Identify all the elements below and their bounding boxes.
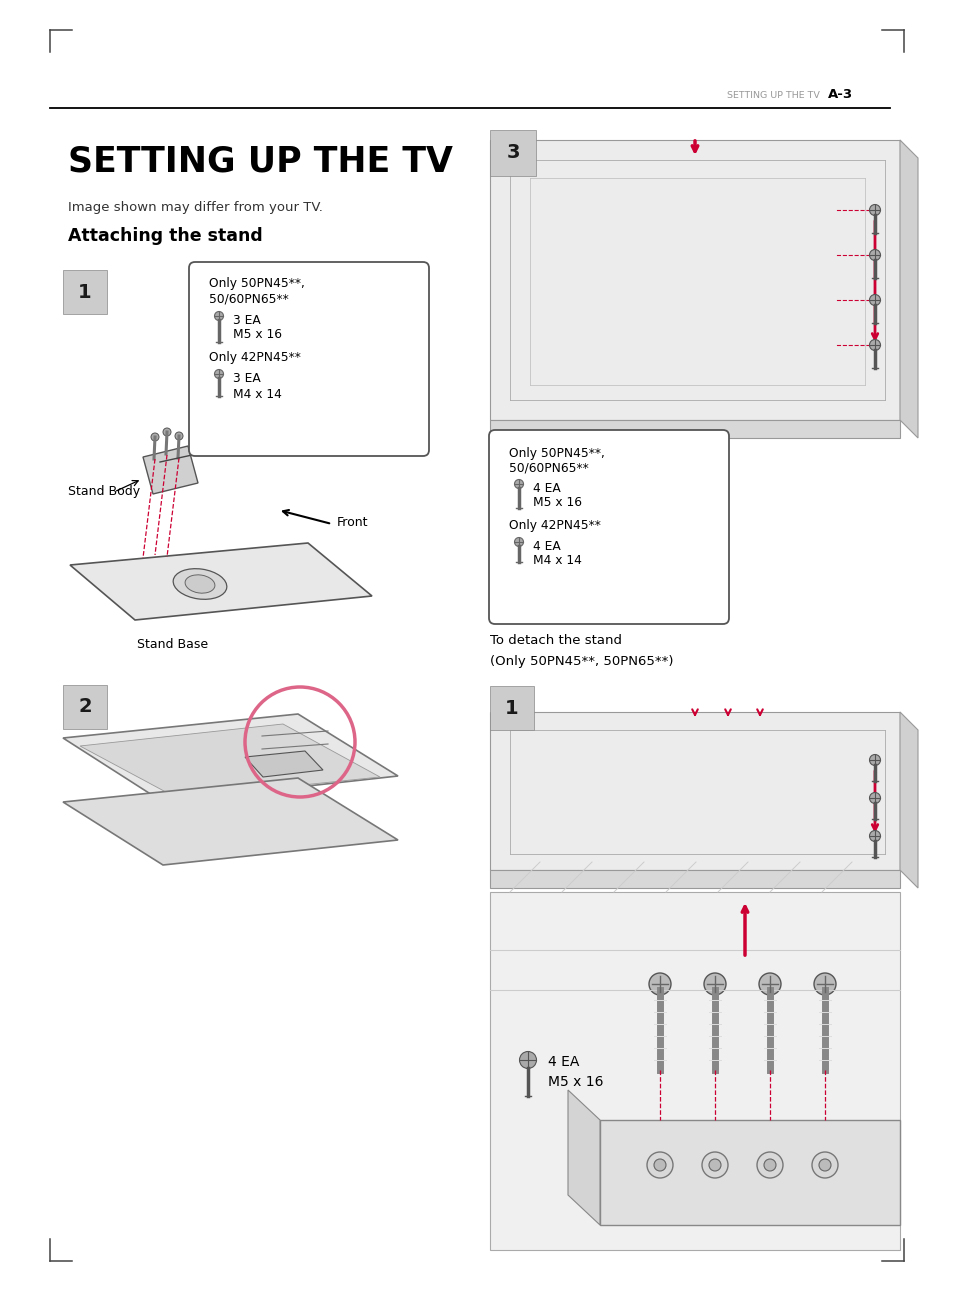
Text: SETTING UP THE TV: SETTING UP THE TV: [726, 90, 820, 99]
Circle shape: [868, 204, 880, 216]
Circle shape: [514, 537, 523, 546]
Polygon shape: [490, 420, 899, 438]
Polygon shape: [490, 139, 899, 420]
Circle shape: [763, 1159, 775, 1171]
Text: 50/60PN65**: 50/60PN65**: [509, 461, 588, 475]
Polygon shape: [490, 870, 899, 888]
Polygon shape: [899, 139, 917, 438]
Text: Front: Front: [336, 515, 368, 528]
Polygon shape: [245, 751, 323, 777]
Text: To detach the stand: To detach the stand: [490, 634, 621, 647]
Circle shape: [514, 479, 523, 488]
Circle shape: [163, 429, 171, 436]
Text: (Only 50PN45**, 50PN65**): (Only 50PN45**, 50PN65**): [490, 656, 673, 669]
Circle shape: [868, 294, 880, 306]
Polygon shape: [70, 544, 372, 620]
Text: Only 42PN45**: Only 42PN45**: [509, 519, 600, 532]
Circle shape: [519, 1051, 536, 1069]
Circle shape: [708, 1159, 720, 1171]
Text: 3 EA: 3 EA: [233, 373, 260, 386]
Polygon shape: [63, 714, 397, 802]
FancyBboxPatch shape: [189, 262, 429, 456]
Circle shape: [757, 1152, 782, 1177]
Circle shape: [648, 973, 670, 995]
Text: 3: 3: [506, 143, 519, 163]
Polygon shape: [80, 724, 379, 798]
Text: 50/60PN65**: 50/60PN65**: [209, 293, 289, 306]
Circle shape: [646, 1152, 672, 1177]
FancyBboxPatch shape: [489, 430, 728, 624]
Circle shape: [868, 340, 880, 350]
Text: 3 EA: 3 EA: [233, 314, 260, 327]
Circle shape: [174, 432, 183, 440]
Circle shape: [818, 1159, 830, 1171]
Polygon shape: [490, 892, 899, 1250]
Text: 1: 1: [78, 283, 91, 302]
Ellipse shape: [185, 574, 214, 593]
FancyBboxPatch shape: [63, 686, 107, 729]
Circle shape: [214, 311, 223, 320]
Circle shape: [868, 249, 880, 261]
Polygon shape: [567, 1090, 599, 1225]
Text: Only 42PN45**: Only 42PN45**: [209, 351, 300, 364]
Text: Image shown may differ from your TV.: Image shown may differ from your TV.: [68, 201, 322, 214]
Text: Only 50PN45**,: Only 50PN45**,: [209, 278, 305, 290]
Circle shape: [813, 973, 835, 995]
Polygon shape: [143, 445, 198, 494]
Circle shape: [868, 793, 880, 803]
Ellipse shape: [173, 568, 227, 599]
Text: Stand Body: Stand Body: [68, 485, 140, 498]
Circle shape: [811, 1152, 837, 1177]
Text: M5 x 16: M5 x 16: [233, 328, 282, 342]
Text: 2: 2: [78, 697, 91, 717]
Circle shape: [703, 973, 725, 995]
Circle shape: [214, 369, 223, 378]
Polygon shape: [490, 713, 899, 870]
Circle shape: [868, 754, 880, 766]
Text: Attaching the stand: Attaching the stand: [68, 227, 262, 245]
FancyBboxPatch shape: [490, 130, 536, 176]
Text: M4 x 14: M4 x 14: [233, 387, 281, 400]
FancyBboxPatch shape: [63, 270, 107, 314]
Text: 1: 1: [505, 698, 518, 718]
Circle shape: [759, 973, 781, 995]
Circle shape: [654, 1159, 665, 1171]
Circle shape: [151, 432, 159, 442]
Text: SETTING UP THE TV: SETTING UP THE TV: [68, 145, 453, 179]
Text: Stand Base: Stand Base: [137, 639, 209, 652]
FancyBboxPatch shape: [490, 686, 534, 729]
Text: 4 EA: 4 EA: [533, 482, 560, 494]
Polygon shape: [63, 778, 397, 865]
Circle shape: [868, 830, 880, 842]
Text: A-3: A-3: [827, 89, 852, 102]
Text: M4 x 14: M4 x 14: [533, 555, 581, 568]
Polygon shape: [599, 1121, 899, 1225]
Text: 4 EA: 4 EA: [547, 1055, 578, 1069]
Polygon shape: [899, 713, 917, 888]
Text: M5 x 16: M5 x 16: [533, 497, 581, 510]
Circle shape: [701, 1152, 727, 1177]
Text: Only 50PN45**,: Only 50PN45**,: [509, 447, 604, 460]
Text: 4 EA: 4 EA: [533, 540, 560, 553]
Text: M5 x 16: M5 x 16: [547, 1075, 603, 1090]
